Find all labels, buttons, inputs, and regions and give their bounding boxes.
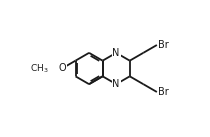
Text: Br: Br [158, 40, 169, 50]
Text: CH$_3$: CH$_3$ [30, 62, 49, 75]
Text: Br: Br [158, 87, 169, 97]
Text: N: N [113, 48, 120, 58]
Text: N: N [113, 79, 120, 89]
Text: O: O [58, 64, 66, 73]
